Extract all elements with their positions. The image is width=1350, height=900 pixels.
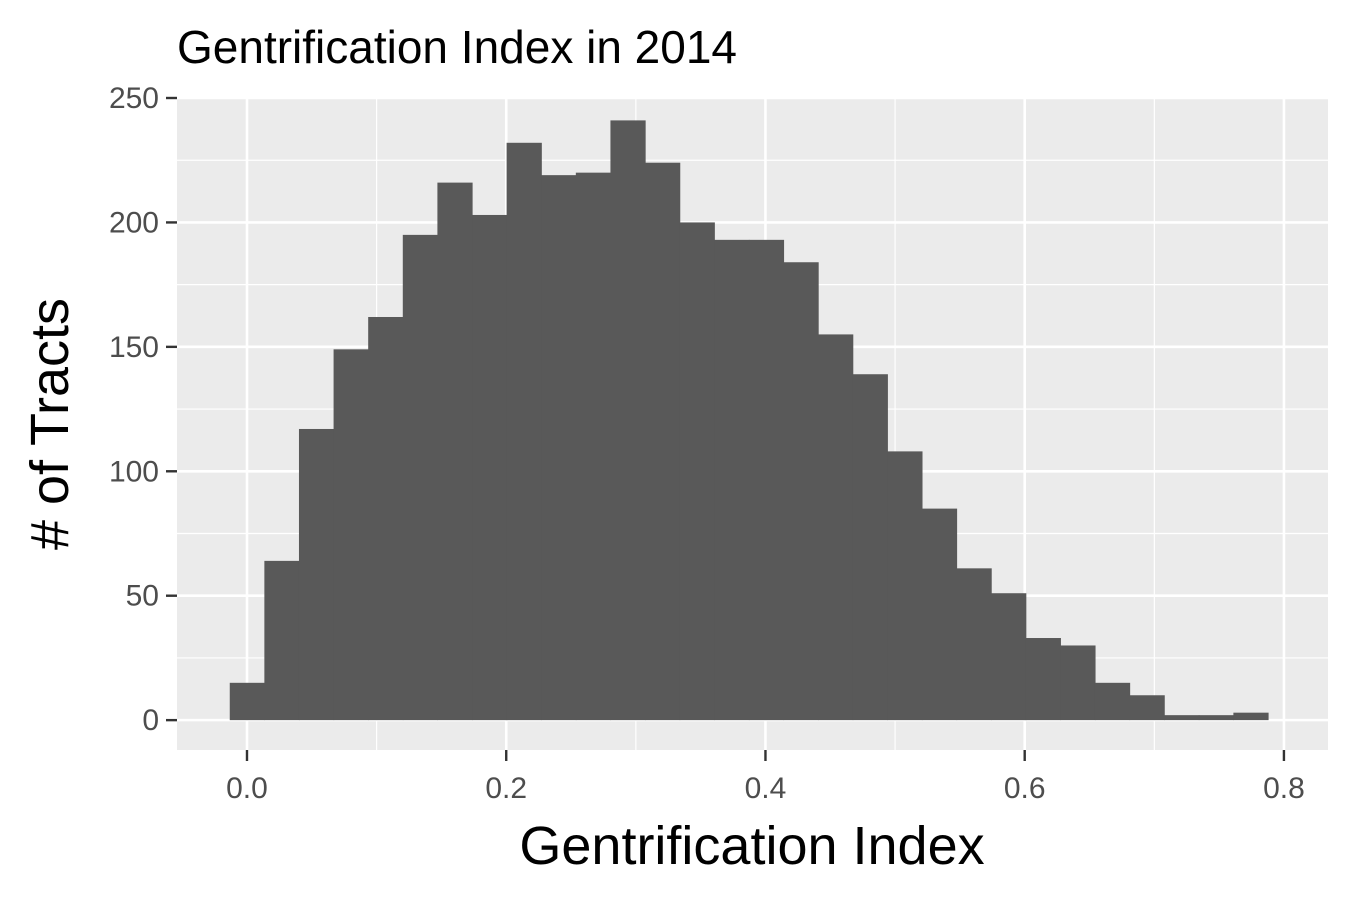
histogram-bar (921, 508, 958, 721)
histogram-bar (402, 234, 439, 721)
y-tick-label: 150 (109, 331, 159, 364)
y-tick-label: 250 (109, 82, 159, 115)
histogram-bar (264, 560, 300, 721)
histogram-bar (1164, 715, 1200, 721)
x-tick-label: 0.4 (745, 772, 787, 805)
histogram-bar (1233, 712, 1269, 721)
histogram-bar (541, 175, 577, 721)
histogram-bar (887, 451, 923, 721)
x-tick-label: 0.2 (485, 772, 527, 805)
histogram-bar (818, 334, 854, 721)
x-tick-label: 0.8 (1263, 772, 1305, 805)
histogram-bar (1025, 638, 1061, 721)
histogram-bar (1094, 682, 1131, 721)
histogram-bar (298, 428, 335, 721)
histogram-bar (852, 374, 888, 721)
y-tick-label: 50 (126, 580, 159, 613)
histogram-bar (1060, 645, 1096, 721)
histogram-bar (229, 682, 265, 721)
histogram-bars (229, 120, 1269, 721)
histogram-bar (506, 142, 542, 721)
y-tick-label: 100 (109, 455, 159, 488)
histogram-bar (437, 182, 473, 721)
y-tick-label: 200 (109, 206, 159, 239)
y-tick-label: 0 (142, 704, 159, 737)
histogram-bar (991, 593, 1027, 721)
histogram-bar (1129, 695, 1165, 721)
x-tick-label: 0.6 (1004, 772, 1046, 805)
histogram-bar (368, 316, 404, 721)
x-tick-label: 0.0 (226, 772, 268, 805)
histogram-bar (575, 172, 612, 721)
histogram-bar (1198, 715, 1234, 721)
histogram-bar (610, 120, 646, 721)
histogram-bar (472, 214, 508, 721)
histogram-bar (679, 222, 715, 721)
histogram-bar (956, 568, 992, 721)
y-axis: 0 50 100 150 200 250 (109, 82, 177, 737)
x-axis: 0.0 0.2 0.4 0.6 0.8 (226, 750, 1305, 805)
histogram-bar (714, 239, 750, 721)
histogram-bar (333, 349, 369, 721)
histogram-bar (645, 162, 681, 721)
histogram-bar (748, 239, 785, 721)
histogram-bar (783, 262, 819, 721)
chart-title: Gentrification Index in 2014 (177, 21, 737, 73)
x-axis-title: Gentrification Index (519, 816, 984, 876)
y-axis-title: # of Tracts (20, 298, 80, 550)
